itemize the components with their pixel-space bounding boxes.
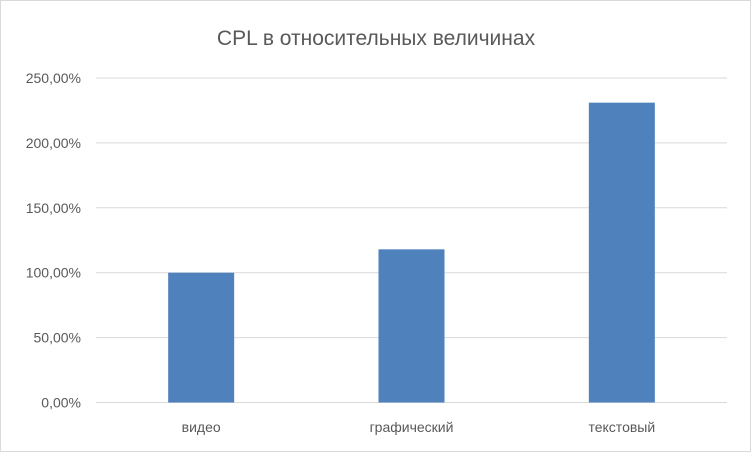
y-tick-label: 50,00% [34,330,81,346]
x-tick-label: графический [370,419,454,435]
chart-title: CPL в относительных величинах [217,27,536,50]
x-tick-label: текстовый [588,419,655,435]
y-tick-label: 100,00% [26,265,81,281]
bar [168,272,235,403]
bar [378,249,445,403]
bar [588,102,655,403]
y-tick-label: 150,00% [26,200,81,216]
y-tick-label: 250,00% [26,70,81,86]
y-tick-label: 200,00% [26,135,81,151]
x-tick-label: видео [182,419,221,435]
y-tick-label: 0,00% [41,395,81,411]
